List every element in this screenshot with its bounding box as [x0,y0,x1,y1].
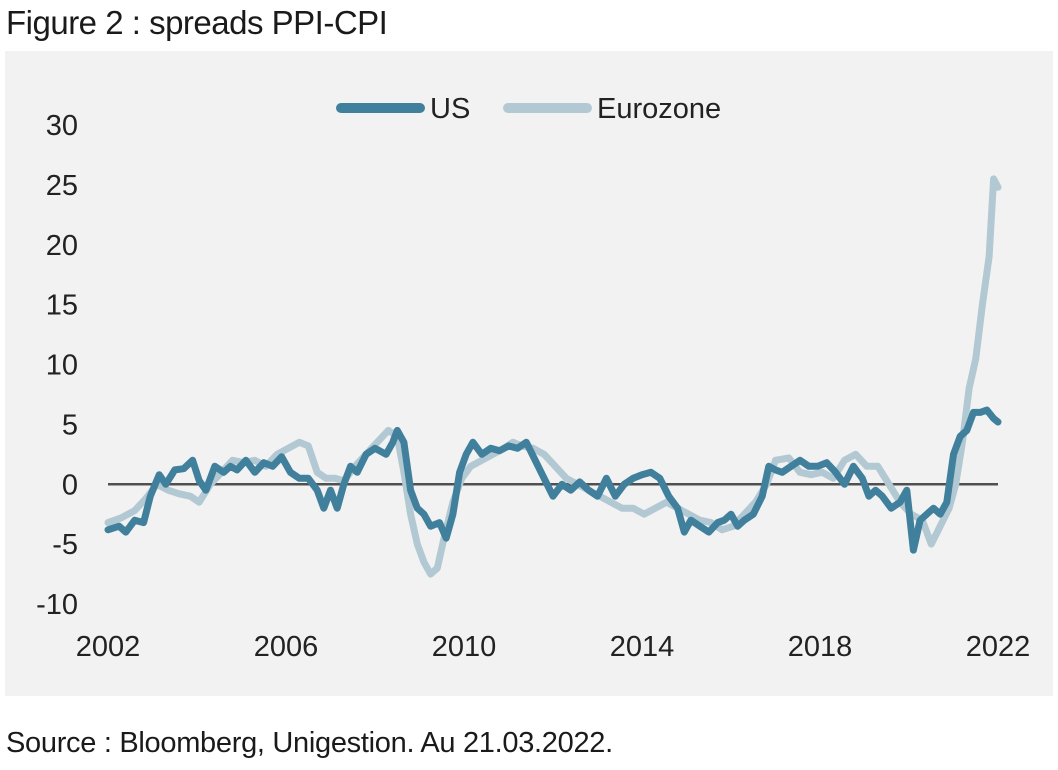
series-line-eurozone [104,175,1002,578]
y-tick-label: 25 [46,170,78,202]
legend-label-us: US [430,93,470,125]
y-tick-label: 5 [62,409,78,441]
x-tick-label: 2022 [966,631,1031,663]
y-tick-label: 30 [46,110,78,142]
y-tick-label: 0 [62,469,78,501]
y-tick-label: -10 [36,589,78,621]
source-note: Source : Bloomberg, Unigestion. Au 21.03… [6,727,613,759]
legend-label-eurozone: Eurozone [597,93,721,125]
y-tick-label: -5 [52,529,78,561]
x-tick-label: 2006 [254,631,319,663]
figure-title: Figure 2 : spreads PPI-CPI [6,4,388,41]
x-tick-label: 2002 [76,631,141,663]
series-line-us [104,406,1002,554]
x-tick-label: 2014 [610,631,675,663]
x-tick-label: 2010 [432,631,497,663]
y-tick-label: 20 [46,230,78,262]
x-tick-label: 2018 [788,631,853,663]
y-tick-label: 10 [46,350,78,382]
chart-panel [5,51,1053,696]
y-tick-label: 15 [46,290,78,322]
line-chart: 30 25 20 15 10 5 0 -5 -10 2002 2006 2010 2014 2018 202… [36,93,1031,663]
